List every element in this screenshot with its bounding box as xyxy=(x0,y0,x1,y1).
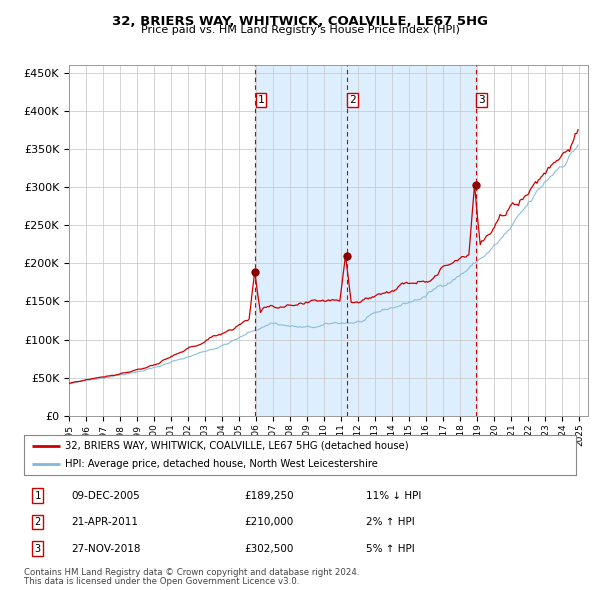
Text: Price paid vs. HM Land Registry's House Price Index (HPI): Price paid vs. HM Land Registry's House … xyxy=(140,25,460,35)
Text: £189,250: £189,250 xyxy=(245,491,295,501)
Bar xyxy=(255,65,476,416)
Text: Contains HM Land Registry data © Crown copyright and database right 2024.: Contains HM Land Registry data © Crown c… xyxy=(24,568,359,576)
Text: This data is licensed under the Open Government Licence v3.0.: This data is licensed under the Open Gov… xyxy=(24,577,299,586)
Text: 11% ↓ HPI: 11% ↓ HPI xyxy=(366,491,422,501)
Text: 09-DEC-2005: 09-DEC-2005 xyxy=(71,491,140,501)
Text: 27-NOV-2018: 27-NOV-2018 xyxy=(71,543,140,553)
Text: 3: 3 xyxy=(478,96,485,106)
Text: 32, BRIERS WAY, WHITWICK, COALVILLE, LE67 5HG (detached house): 32, BRIERS WAY, WHITWICK, COALVILLE, LE6… xyxy=(65,441,409,451)
Text: HPI: Average price, detached house, North West Leicestershire: HPI: Average price, detached house, Nort… xyxy=(65,459,378,469)
Text: 1: 1 xyxy=(258,96,265,106)
Text: 2% ↑ HPI: 2% ↑ HPI xyxy=(366,517,415,527)
Text: 3: 3 xyxy=(35,543,41,553)
Text: 21-APR-2011: 21-APR-2011 xyxy=(71,517,138,527)
Text: 1: 1 xyxy=(35,491,41,501)
Text: 2: 2 xyxy=(35,517,41,527)
Text: £302,500: £302,500 xyxy=(245,543,294,553)
Text: 5% ↑ HPI: 5% ↑ HPI xyxy=(366,543,415,553)
Text: 32, BRIERS WAY, WHITWICK, COALVILLE, LE67 5HG: 32, BRIERS WAY, WHITWICK, COALVILLE, LE6… xyxy=(112,15,488,28)
Text: 2: 2 xyxy=(349,96,356,106)
Text: £210,000: £210,000 xyxy=(245,517,294,527)
